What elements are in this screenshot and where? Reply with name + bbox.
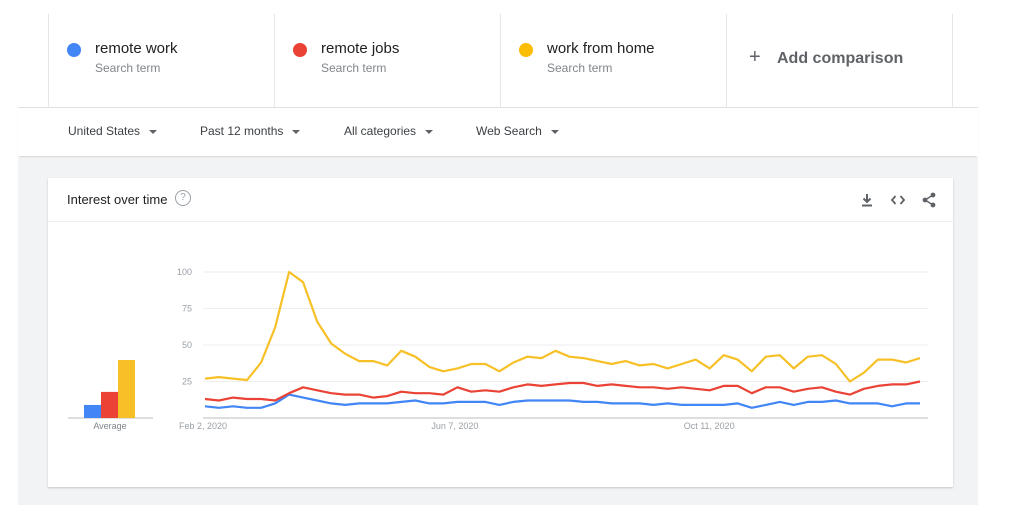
search-type-value: Web Search [476, 124, 542, 138]
term-name: remote jobs [321, 40, 400, 57]
term-name: work from home [547, 40, 655, 57]
card-divider [48, 221, 953, 222]
average-bar-work-from-home [118, 360, 135, 418]
caret-down-icon [292, 129, 301, 134]
x-tick-label: Oct 11, 2020 [684, 421, 735, 431]
term-remote-work[interactable]: remote work Search term [48, 14, 275, 107]
x-tick-label: Feb 2, 2020 [179, 421, 227, 431]
series-line-remote-jobs [204, 380, 921, 402]
term-divider [952, 14, 953, 107]
region-value: United States [68, 124, 141, 138]
term-work-from-home[interactable]: work from home Search term [500, 14, 727, 107]
average-label: Average [93, 421, 126, 431]
category-value: All categories [344, 124, 417, 138]
category-dropdown[interactable]: All categories [344, 124, 434, 138]
region-dropdown[interactable]: United States [68, 124, 158, 138]
y-tick-label: 100 [177, 267, 192, 277]
average-bar-remote-work [84, 404, 101, 418]
average-bar-remote-jobs [101, 391, 118, 418]
comparison-bar: remote work Search term remote jobs Sear… [18, 14, 978, 108]
interest-chart: 25 50 75 100 Average Feb 2, 2020 Jun 7, 2020… [68, 267, 928, 431]
x-tick-label: Jun 7, 2020 [431, 421, 478, 431]
term-type: Search term [547, 61, 613, 75]
y-tick-label: 75 [182, 304, 192, 314]
caret-down-icon [550, 129, 559, 134]
interest-over-time-card: Interest over time ? 25 50 75 100 Average F… [48, 178, 953, 487]
term-type: Search term [95, 61, 161, 75]
term-name: remote work [95, 40, 178, 57]
series-color-dot-remote-jobs [293, 43, 307, 57]
help-icon[interactable]: ? [175, 190, 191, 206]
series-line-work-from-home [204, 270, 921, 383]
time-range-dropdown[interactable]: Past 12 months [200, 124, 301, 138]
caret-down-icon [425, 129, 434, 134]
download-icon[interactable] [858, 191, 876, 209]
series-line-remote-work [204, 393, 920, 409]
add-comparison-label: Add comparison [777, 50, 904, 67]
y-tick-label: 50 [182, 340, 192, 350]
share-icon[interactable] [920, 191, 938, 209]
term-type: Search term [321, 61, 387, 75]
add-comparison-button[interactable]: + Add comparison [726, 14, 953, 107]
time-range-value: Past 12 months [200, 124, 284, 138]
search-type-dropdown[interactable]: Web Search [476, 124, 559, 138]
card-title: Interest over time [67, 192, 168, 207]
y-tick-label: 25 [182, 377, 192, 387]
plus-icon: + [749, 46, 761, 68]
embed-code-icon[interactable] [889, 191, 907, 209]
filter-bar: United States Past 12 months All categor… [18, 108, 978, 156]
caret-down-icon [149, 129, 158, 134]
series-color-dot-work-from-home [519, 43, 533, 57]
term-remote-jobs[interactable]: remote jobs Search term [274, 14, 501, 107]
series-color-dot-remote-work [67, 43, 81, 57]
